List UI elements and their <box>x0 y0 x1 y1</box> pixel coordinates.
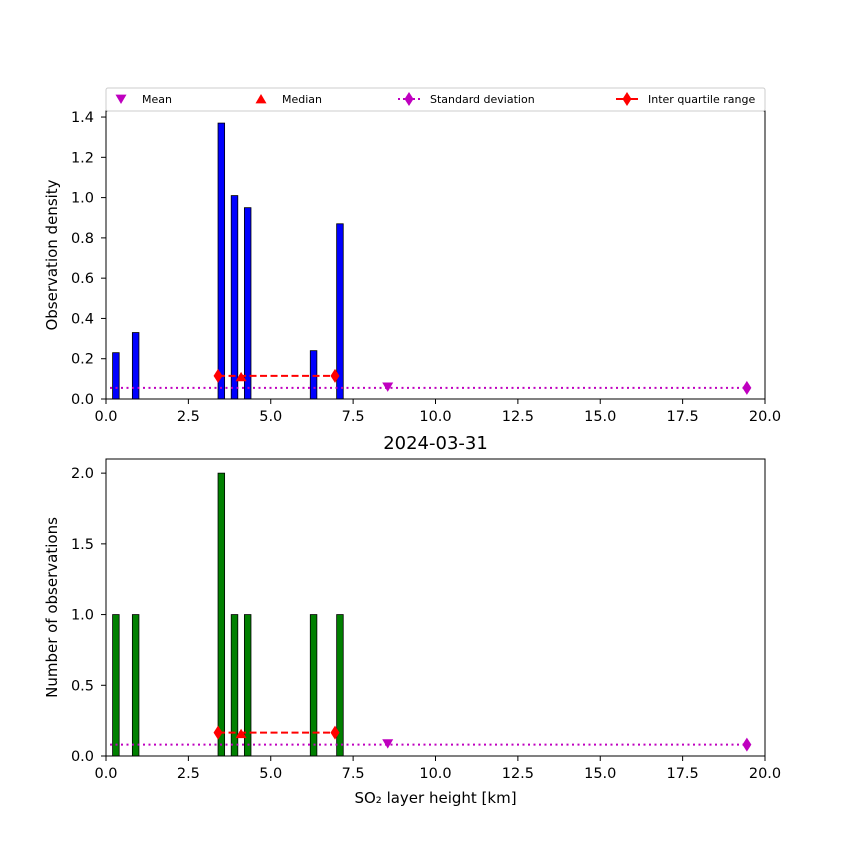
bar-4 <box>230 195 239 400</box>
chart-panel-2: 0.0 2.5 5.0 7.5 10.0 12.5 15.0 17.5 20.0 0.0 0.5 1.… <box>43 433 781 807</box>
bar-2 <box>131 332 140 400</box>
bar-6 <box>309 614 318 757</box>
x-tick-label: 12.5 <box>502 409 534 425</box>
x-tick-label: 17.5 <box>666 409 698 425</box>
y-tick-label: 0.6 <box>71 271 94 287</box>
iqr-end-marker <box>330 725 340 740</box>
bar-1 <box>112 614 120 757</box>
bar-7 <box>336 223 344 400</box>
mean-marker <box>382 739 394 749</box>
x-tick-label: 5.0 <box>259 409 282 425</box>
legend-median-icon <box>255 94 267 104</box>
y-tick-label: 1.0 <box>71 608 94 624</box>
x-tick-label: 17.5 <box>666 766 698 782</box>
x-tick-label: 20.0 <box>749 409 781 425</box>
legend-mean-label: Mean <box>142 93 172 106</box>
bar-1 <box>112 352 120 400</box>
axes-frame <box>105 110 766 400</box>
x-tick-label: 20.0 <box>749 766 781 782</box>
legend: Mean Median Standard deviation Inter quarti… <box>105 87 766 112</box>
bar-5 <box>243 207 252 400</box>
x-tick-label: 2.5 <box>177 409 200 425</box>
chart-panel-1: 0.0 2.5 5.0 7.5 10.0 12.5 15.0 17.5 20.0 0.0 0.2 0.… <box>43 110 781 425</box>
y-axis-label: Observation density <box>43 179 61 330</box>
bar-2 <box>131 614 140 757</box>
y-tick-label: 0.8 <box>71 231 94 247</box>
y-tick-label: 0.2 <box>71 352 94 368</box>
y-tick-label: 0.5 <box>71 678 94 694</box>
y-tick-label: 1.2 <box>71 150 94 166</box>
bar-3 <box>217 472 226 757</box>
legend-std-diamond-icon <box>404 92 414 106</box>
x-tick-label: 5.0 <box>259 766 282 782</box>
bar-6 <box>309 350 318 400</box>
bar-4 <box>230 614 239 757</box>
std-diamond-marker <box>742 737 752 752</box>
y-tick-label: 1.5 <box>71 537 94 553</box>
x-tick-label: 0.0 <box>94 409 117 425</box>
legend-std-label: Standard deviation <box>430 93 535 106</box>
x-tick-label: 10.0 <box>419 766 451 782</box>
y-tick-label: 0.4 <box>71 311 94 327</box>
chart-title: 2024-03-31 <box>383 433 488 454</box>
median-marker <box>235 728 247 739</box>
x-tick-label: 7.5 <box>342 766 365 782</box>
legend-box <box>105 87 766 112</box>
axes-frame <box>105 458 766 757</box>
y-tick-label: 0.0 <box>71 749 94 765</box>
iqr-start-marker <box>213 368 223 383</box>
legend-mean-icon <box>115 94 127 104</box>
x-tick-label: 10.0 <box>419 409 451 425</box>
iqr-start-marker <box>213 725 223 740</box>
iqr-end-marker <box>330 368 340 383</box>
y-tick-label: 1.4 <box>71 110 94 126</box>
y-tick-label: 2.0 <box>71 466 94 482</box>
y-axis-label: Number of observations <box>43 517 61 698</box>
x-axis-label: SO₂ layer height [km] <box>354 789 516 807</box>
x-tick-label: 7.5 <box>342 409 365 425</box>
median-marker <box>235 371 247 382</box>
bars-group <box>112 122 344 400</box>
x-tick-label: 15.0 <box>584 409 616 425</box>
y-tick-label: 1.0 <box>71 191 94 207</box>
std-diamond-marker <box>742 380 752 395</box>
legend-median-label: Median <box>282 93 322 106</box>
mean-marker <box>382 382 394 392</box>
bar-5 <box>243 614 252 757</box>
x-tick-label: 12.5 <box>502 766 534 782</box>
legend-iqr-label: Inter quartile range <box>648 93 755 106</box>
x-tick-label: 2.5 <box>177 766 200 782</box>
x-tick-label: 15.0 <box>584 766 616 782</box>
bars-group <box>112 472 344 757</box>
bar-3 <box>217 122 226 400</box>
x-tick-label: 0.0 <box>94 766 117 782</box>
y-tick-label: 0.0 <box>71 392 94 408</box>
legend-iqr-diamond-icon <box>622 92 632 106</box>
